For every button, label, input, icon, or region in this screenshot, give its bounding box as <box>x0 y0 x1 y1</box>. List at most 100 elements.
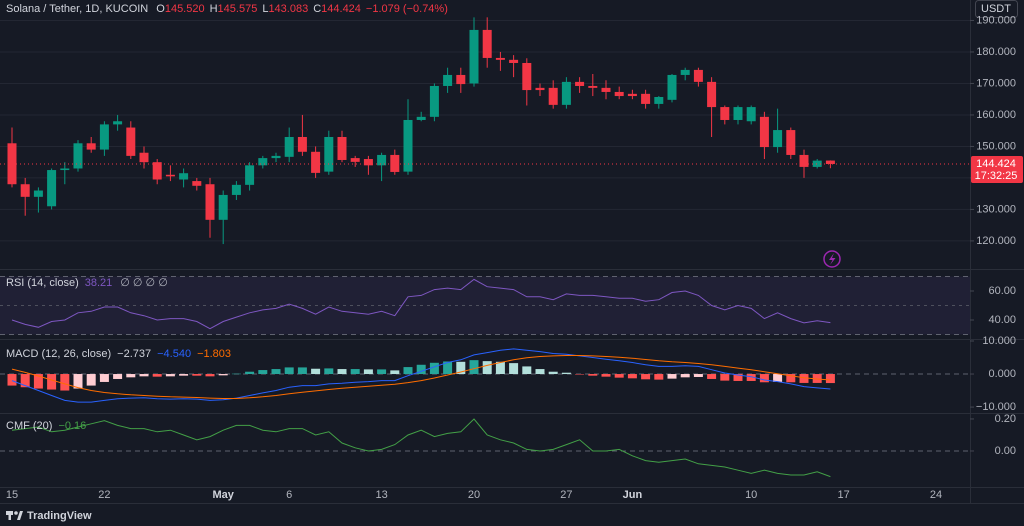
x-tick-label: 13 <box>375 489 387 501</box>
y-tick-label: 150.000 <box>976 140 1016 152</box>
histogram-bar <box>99 374 109 382</box>
histogram-bar <box>746 374 756 381</box>
y-tick-label: 120.000 <box>976 235 1016 247</box>
legend-key: H <box>210 3 218 15</box>
candle-body <box>231 184 241 195</box>
candle-body <box>139 152 149 163</box>
histogram-bar <box>363 369 373 375</box>
logo-part[interactable] <box>8 511 12 520</box>
histogram-bar <box>403 367 413 375</box>
histogram-bar <box>350 369 360 375</box>
x-tick-label: 22 <box>98 489 110 501</box>
histogram-bar <box>33 374 43 389</box>
panel-value: −0.16 <box>58 420 86 432</box>
alert-bolt[interactable] <box>829 253 836 265</box>
candle-body <box>99 124 109 150</box>
y-tick-label: 0.00 <box>995 445 1016 457</box>
x-tick-label: Jun <box>623 489 643 501</box>
candle-body <box>641 93 651 104</box>
candle-body <box>390 154 400 172</box>
histogram-bar <box>258 370 268 375</box>
x-tick-label: 10 <box>745 489 757 501</box>
candle-body <box>350 158 360 162</box>
candle-body <box>588 85 598 88</box>
histogram-bar <box>271 369 281 375</box>
candle-body <box>746 107 756 122</box>
candle-body <box>245 165 255 185</box>
histogram-bar <box>7 374 17 386</box>
candle-body <box>165 174 175 177</box>
histogram-bar <box>812 374 822 383</box>
histogram-bar <box>601 374 611 377</box>
candle-body <box>654 96 664 104</box>
candle-body <box>720 107 730 120</box>
brand-logo[interactable] <box>6 511 23 520</box>
candle-body <box>205 184 215 220</box>
histogram-bar <box>60 374 70 391</box>
panel-title: CMF (20) <box>6 420 52 432</box>
candle-body <box>192 181 202 186</box>
logo-part[interactable] <box>14 511 18 515</box>
y-tick-label: 170.000 <box>976 77 1016 89</box>
histogram-bar <box>707 374 717 379</box>
histogram-bar <box>429 362 439 375</box>
candle-body <box>825 160 835 164</box>
histogram-bar <box>575 374 585 375</box>
change: −1.079 (−0.74%) <box>366 3 448 15</box>
candle-body <box>126 127 136 156</box>
legend-value: 143.083 <box>268 3 308 15</box>
candle-body <box>482 29 492 58</box>
histogram-bar <box>522 366 532 375</box>
candle-body <box>271 155 281 159</box>
histogram-bar <box>680 374 690 378</box>
histogram-bar <box>667 374 677 379</box>
histogram-bar <box>773 374 783 382</box>
logo-part[interactable] <box>17 511 23 520</box>
candle-body <box>812 160 822 167</box>
histogram-bar <box>654 374 664 380</box>
histogram-bar <box>192 374 202 376</box>
brand[interactable]: TradingView <box>27 510 92 522</box>
countdown: 17:32:25 <box>975 170 1018 182</box>
histogram-bar <box>337 369 347 375</box>
y-tick-label: 180.000 <box>976 46 1016 58</box>
histogram-value: −2.737 <box>117 348 151 360</box>
histogram-bar <box>152 374 162 377</box>
histogram-bar <box>245 371 255 375</box>
histogram-bar <box>456 361 466 375</box>
candle-body <box>680 69 690 75</box>
histogram-bar <box>759 374 769 383</box>
histogram-bar <box>627 374 637 379</box>
candle-body <box>47 170 57 207</box>
histogram-bar <box>482 361 492 375</box>
histogram-bar <box>588 374 598 376</box>
candle-body <box>73 143 83 169</box>
y-tick-label: 190.000 <box>976 14 1016 26</box>
y-tick-label: 40.00 <box>988 314 1016 326</box>
histogram-bar <box>73 374 83 389</box>
x-tick-label: 15 <box>6 489 18 501</box>
indicator-line <box>11 278 831 330</box>
alert-icon[interactable] <box>823 250 841 268</box>
candle-body <box>456 74 466 85</box>
candle-body <box>469 29 479 84</box>
candle-body <box>509 59 519 63</box>
candle-body <box>152 162 162 180</box>
currency[interactable]: USDT <box>981 3 1011 15</box>
histogram-bar <box>443 361 453 375</box>
x-tick-label: 24 <box>930 489 942 501</box>
candle-body <box>403 119 413 172</box>
y-tick-label: 0.000 <box>988 368 1016 380</box>
histogram-bar <box>86 374 96 386</box>
histogram-bar <box>218 374 228 376</box>
currency-box[interactable] <box>975 0 1018 18</box>
legend-key: O <box>156 3 165 15</box>
histogram-bar <box>126 374 136 378</box>
legend-value: 145.575 <box>218 3 258 15</box>
histogram-bar <box>548 371 558 375</box>
indicator-line <box>11 418 831 478</box>
alert-circle[interactable] <box>823 250 841 268</box>
histogram-bar <box>311 368 321 375</box>
histogram-bar <box>614 374 624 378</box>
y-tick-label: −10.000 <box>976 401 1016 413</box>
